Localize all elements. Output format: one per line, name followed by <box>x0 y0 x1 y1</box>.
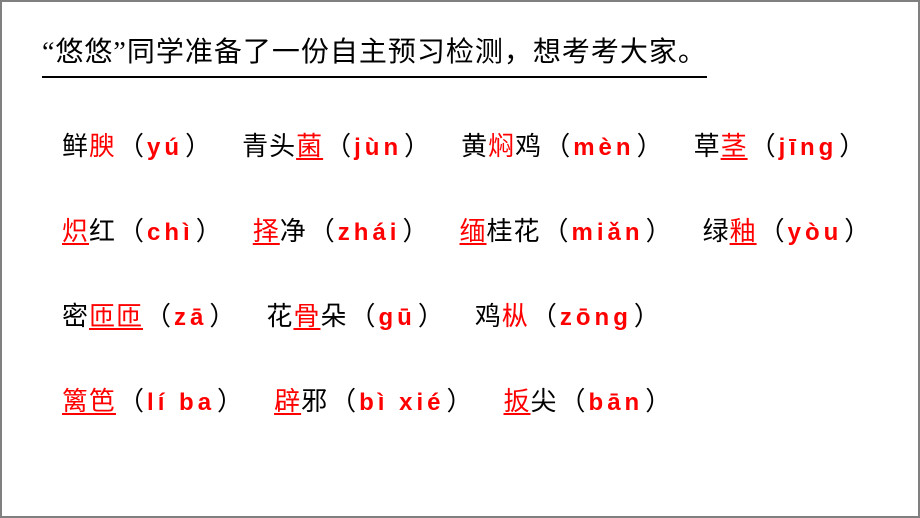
word-key: 枞 <box>502 296 529 333</box>
pinyin: lí ba <box>147 389 215 417</box>
pinyin: yú <box>147 134 183 162</box>
vocab-item: 青头菌（jùn） <box>242 126 433 163</box>
vocab-item: 鲜腴（yú） <box>62 126 214 163</box>
paren-close: ） <box>646 211 673 248</box>
pinyin: bān <box>589 389 644 417</box>
word-suffix: 朵 <box>320 296 347 333</box>
paren-open: （ <box>325 126 352 163</box>
paren-open: （ <box>544 126 571 163</box>
pinyin: chì <box>147 219 194 247</box>
pinyin: bì xié <box>359 389 444 417</box>
word-key: 菌 <box>296 126 323 163</box>
vocab-item: 缅桂花（miǎn） <box>460 211 675 248</box>
paren-close: ） <box>209 296 236 333</box>
paren-close: ） <box>645 381 672 418</box>
pinyin: jīng <box>779 134 838 162</box>
paren-close: ） <box>634 296 661 333</box>
vocab-row: 鲜腴（yú）青头菌（jùn）黄焖鸡（mèn）草茎（jīng） <box>62 126 878 163</box>
pinyin: zōng <box>560 304 632 332</box>
paren-close: ） <box>418 296 445 333</box>
pinyin: yòu <box>788 219 843 247</box>
paren-close: ） <box>844 211 871 248</box>
word-key: 炽 <box>62 211 89 248</box>
word-suffix: 净 <box>280 211 307 248</box>
paren-open: （ <box>349 296 376 333</box>
vocab-item: 黄焖鸡（mèn） <box>461 126 665 163</box>
vocab-item: 绿釉（yòu） <box>703 211 874 248</box>
word-key: 篱笆 <box>62 381 116 418</box>
vocab-item: 辟邪（ bì xié ） <box>274 381 475 418</box>
vocab-item: 花骨朵（ gū ） <box>266 296 446 333</box>
paren-open: （ <box>330 381 357 418</box>
word-prefix: 青头 <box>242 126 296 163</box>
paren-close: ） <box>196 211 223 248</box>
paren-open: （ <box>750 126 777 163</box>
vocab-item: 密匝匝（zā ） <box>62 296 238 333</box>
word-suffix: 尖 <box>531 381 558 418</box>
vocab-row: 炽红（chì）择净（zhái）缅桂花（miǎn）绿釉（yòu） <box>62 211 878 248</box>
word-prefix: 草 <box>694 126 721 163</box>
vocab-item: 择净（zhái） <box>253 211 432 248</box>
paren-close: ） <box>185 126 212 163</box>
paren-open: （ <box>118 381 145 418</box>
word-prefix: 黄 <box>461 126 488 163</box>
word-key: 缅 <box>460 211 487 248</box>
word-key: 腴 <box>89 126 116 163</box>
word-prefix: 鸡 <box>475 296 502 333</box>
word-suffix: 红 <box>89 211 116 248</box>
vocab-row: 篱笆（lí ba ）辟邪（ bì xié ）扳尖（bān ） <box>62 381 878 418</box>
paren-open: （ <box>531 296 558 333</box>
word-prefix: 花 <box>266 296 293 333</box>
word-prefix: 鲜 <box>62 126 89 163</box>
pinyin: mèn <box>573 134 634 162</box>
pinyin: zā <box>174 304 207 332</box>
pinyin: gū <box>378 304 415 332</box>
pinyin: jùn <box>354 134 402 162</box>
word-key: 扳 <box>503 381 530 418</box>
paren-open: （ <box>759 211 786 248</box>
word-key: 焖 <box>488 126 515 163</box>
paren-close: ） <box>217 381 244 418</box>
word-key: 辟 <box>274 381 301 418</box>
word-key: 匝匝 <box>89 296 143 333</box>
paren-close: ） <box>402 211 429 248</box>
paren-open: （ <box>309 211 336 248</box>
vocab-grid: 鲜腴（yú）青头菌（jùn）黄焖鸡（mèn）草茎（jīng）炽红（chì）择净（… <box>42 126 878 418</box>
pinyin: miǎn <box>572 219 644 247</box>
word-suffix: 桂花 <box>487 211 541 248</box>
vocab-item: 草茎（jīng） <box>694 126 869 163</box>
paren-close: ） <box>637 126 664 163</box>
paren-close: ） <box>404 126 431 163</box>
paren-open: （ <box>560 381 587 418</box>
vocab-item: 扳尖（bān ） <box>503 381 674 418</box>
word-suffix: 邪 <box>301 381 328 418</box>
pinyin: zhái <box>338 219 401 247</box>
vocab-item: 炽红（chì） <box>62 211 225 248</box>
paren-open: （ <box>543 211 570 248</box>
word-key: 择 <box>253 211 280 248</box>
word-prefix: 绿 <box>703 211 730 248</box>
paren-open: （ <box>145 296 172 333</box>
paren-close: ） <box>839 126 866 163</box>
word-prefix: 密 <box>62 296 89 333</box>
paren-close: ） <box>446 381 473 418</box>
paren-open: （ <box>118 126 145 163</box>
word-key: 釉 <box>730 211 757 248</box>
page-title: “悠悠”同学准备了一份自主预习检测，想考考大家。 <box>42 30 707 78</box>
vocab-row: 密匝匝（zā ）花骨朵（ gū ）鸡枞（zōng ） <box>62 296 878 333</box>
word-key: 茎 <box>721 126 748 163</box>
vocab-item: 鸡枞（zōng ） <box>475 296 663 333</box>
word-suffix: 鸡 <box>515 126 542 163</box>
word-key: 骨 <box>293 296 320 333</box>
paren-open: （ <box>118 211 145 248</box>
vocab-item: 篱笆（lí ba ） <box>62 381 246 418</box>
